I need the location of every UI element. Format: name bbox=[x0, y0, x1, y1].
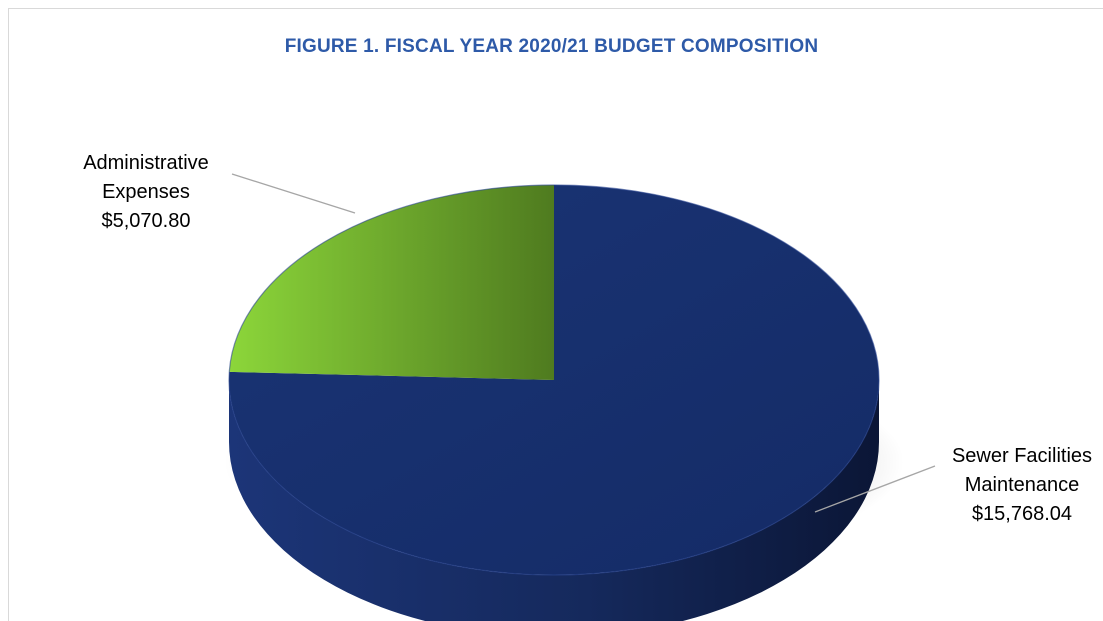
pie-side-wall bbox=[229, 380, 879, 621]
slice-label: Sewer Facilities Maintenance $15,768.04 bbox=[952, 445, 1092, 525]
slice-label: Administrative Expenses $5,070.80 bbox=[83, 152, 209, 232]
leader-line bbox=[231, 173, 356, 214]
slice-value-label: $5,070.80 bbox=[102, 210, 191, 232]
slice-name-label: Administrative bbox=[83, 152, 209, 174]
pie-slice-sewer-facilities-maintenance[interactable] bbox=[228, 185, 879, 575]
slice-name-label: Sewer Facilities bbox=[952, 445, 1092, 467]
slice-name-label: Maintenance bbox=[965, 474, 1080, 496]
slice-name-label: Expenses bbox=[102, 181, 190, 203]
pie-rim bbox=[228, 184, 880, 576]
slice-value-label: $15,768.04 bbox=[972, 503, 1072, 525]
pie-slice-administrative-expenses[interactable] bbox=[229, 185, 554, 380]
leader-line bbox=[814, 465, 936, 513]
chart-title: FIGURE 1. FISCAL YEAR 2020/21 BUDGET COM… bbox=[284, 36, 819, 57]
chart-frame bbox=[8, 8, 1103, 621]
